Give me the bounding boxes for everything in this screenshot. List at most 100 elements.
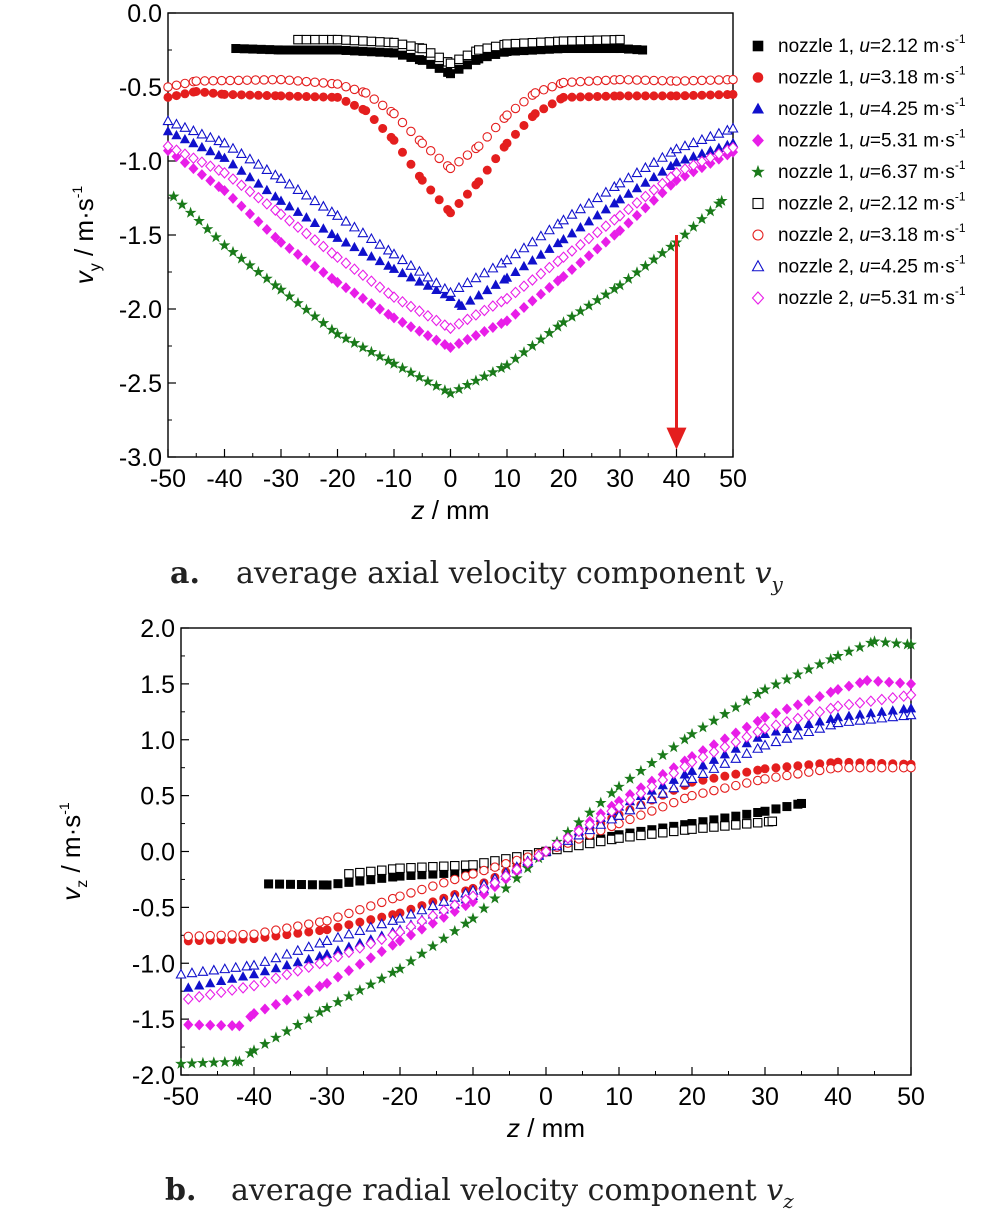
data-point [163,92,173,102]
data-point [416,915,428,928]
data-point [454,198,464,208]
legend-label: nozzle 1, u=5.31 m·s-1 [778,127,966,152]
data-point [309,260,320,272]
data-point [375,47,385,57]
data-point [281,948,293,959]
data-point [333,879,343,889]
data-point [301,227,312,240]
data-point [624,804,636,815]
data-point [389,135,399,145]
data-point [479,326,490,337]
data-point [567,92,577,102]
data-point [770,678,782,690]
data-point [237,971,249,981]
data-point [558,92,568,102]
data-point [584,818,596,831]
data-point [239,44,249,54]
data-point [301,34,312,45]
data-point [796,798,806,808]
data-point [431,314,442,327]
data-point [434,63,444,73]
data-point [417,43,427,54]
data-point [887,691,899,704]
data-point [558,233,569,244]
data-point [719,707,731,720]
data-point [866,762,876,773]
data-point [292,989,303,1001]
legend-item: nozzle 1, u=5.31 m·s-1 [752,127,966,152]
data-point [680,91,690,101]
data-point [615,91,625,101]
data-point [575,238,586,251]
x-tick-label: -30 [263,465,299,493]
data-point [592,35,603,45]
y-tick-label: -1.5 [119,222,162,250]
data-point [253,216,264,228]
data-point [341,96,351,106]
data-point [697,90,707,100]
data-point [301,45,311,55]
data-point [510,308,521,320]
data-point [191,76,202,86]
data-point [759,711,771,723]
data-point [462,334,473,345]
x-tick-label: -40 [206,465,242,493]
data-point [357,292,368,304]
data-point [679,776,691,787]
data-point [539,104,549,114]
data-point [639,259,652,272]
data-point [518,280,530,293]
data-point [365,921,377,932]
data-point [267,74,278,85]
data-point [631,167,643,178]
data-point [544,37,555,47]
data-point [535,267,547,280]
data-point [321,977,333,989]
data-point [877,762,887,773]
data-point [862,675,873,687]
series-square-filled [231,44,648,79]
data-point [253,191,264,204]
data-point [781,703,792,715]
data-point [462,313,473,326]
data-point [283,178,296,189]
data-point [657,187,668,199]
data-point [218,137,231,148]
legend-label: nozzle 1, u=3.18 m·s-1 [778,64,966,89]
legend-item: nozzle 2, u=3.18 m·s-1 [752,221,966,246]
data-point [191,86,201,96]
data-point [349,100,359,110]
data-point [567,77,577,87]
data-point [292,221,304,234]
data-point [439,339,450,351]
data-point [340,237,352,247]
data-point [253,178,264,188]
data-point [374,238,386,249]
data-point [292,206,304,216]
data-point [865,695,877,708]
data-point [276,91,286,101]
data-point [575,257,586,269]
data-point [236,200,247,212]
data-point [358,46,368,56]
data-point [361,106,371,116]
y-tick-label: -2.0 [119,296,162,324]
data-point [657,75,668,86]
data-point [183,982,194,992]
data-point [343,990,355,1002]
data-point [301,212,312,222]
data-point [439,282,451,293]
data-point [844,762,854,773]
data-point [241,960,253,971]
data-point [220,89,230,99]
y-tick-label: -1.0 [132,950,175,978]
data-point [557,214,570,225]
data-point [357,227,369,238]
data-point [332,232,343,242]
data-point [804,767,814,777]
data-point [876,693,888,706]
data-point [431,284,442,295]
data-point [227,1020,238,1032]
data-point [282,923,292,933]
data-point [814,690,825,702]
